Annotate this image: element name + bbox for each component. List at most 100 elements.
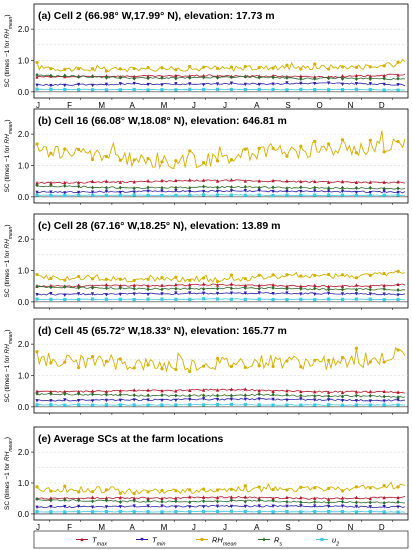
data-point <box>118 277 122 281</box>
data-point <box>382 283 386 288</box>
data-point <box>104 496 109 500</box>
data-point <box>396 403 400 407</box>
data-point <box>327 394 331 399</box>
data-point <box>229 87 234 92</box>
data-point <box>160 393 164 398</box>
data-point <box>382 501 386 506</box>
data-point <box>90 499 95 504</box>
data-point <box>271 75 275 80</box>
data-point <box>118 495 122 500</box>
data-point <box>118 88 122 92</box>
data-point <box>354 389 358 394</box>
panel-c: (c) Cell 28 (67.16° W,18.25° N), elevati… <box>4 213 409 310</box>
data-point <box>146 185 150 190</box>
data-point <box>104 398 109 403</box>
data-point <box>313 499 317 504</box>
data-point <box>174 275 178 279</box>
data-point <box>396 398 400 402</box>
data-point <box>285 398 289 402</box>
data-point <box>188 500 192 505</box>
data-point <box>257 397 261 401</box>
data-point <box>146 179 150 183</box>
data-point <box>77 391 81 396</box>
series-T_max <box>35 282 406 289</box>
y-axis-label: SC (times −1 for RHmean) <box>4 119 14 192</box>
data-point <box>146 498 150 503</box>
data-point <box>63 389 67 394</box>
data-point <box>188 75 192 80</box>
data-point <box>382 389 386 394</box>
series-line <box>37 504 406 509</box>
data-point <box>299 274 303 278</box>
data-point <box>257 82 261 87</box>
data-point <box>229 193 234 197</box>
data-point <box>257 193 261 197</box>
data-point <box>368 87 372 92</box>
series-line <box>36 496 406 500</box>
data-point <box>104 488 109 492</box>
data-point <box>132 278 136 283</box>
data-point <box>63 293 67 298</box>
data-point <box>285 392 289 397</box>
data-point <box>340 292 345 296</box>
data-point <box>118 180 122 184</box>
data-point <box>382 504 386 509</box>
data-point <box>243 499 247 504</box>
data-point <box>313 504 317 508</box>
data-point <box>215 66 220 71</box>
data-point <box>104 179 109 183</box>
data-point <box>104 75 109 80</box>
data-point <box>77 88 81 92</box>
data-point <box>243 365 247 370</box>
data-point <box>90 88 95 92</box>
data-point <box>118 491 122 495</box>
data-point <box>160 185 164 190</box>
y-tick-label: 2.0 <box>18 448 30 457</box>
data-point <box>35 399 39 403</box>
data-point <box>243 297 247 302</box>
data-point <box>160 488 164 492</box>
series-RH_mean <box>35 346 406 373</box>
data-point <box>215 75 220 80</box>
data-point <box>63 497 67 502</box>
data-point <box>202 505 206 509</box>
data-point <box>340 509 345 514</box>
data-point <box>327 193 331 197</box>
data-point <box>285 504 289 509</box>
data-point <box>63 484 67 488</box>
data-point <box>174 193 178 197</box>
data-point <box>188 278 192 282</box>
y-tick-label: 1.0 <box>18 372 30 381</box>
data-point <box>90 354 95 359</box>
data-point <box>299 284 303 288</box>
x-tick-label: S <box>285 101 290 110</box>
data-point <box>49 510 53 514</box>
data-point <box>160 178 164 183</box>
data-point <box>229 273 234 277</box>
x-tick-label: O <box>317 523 323 532</box>
data-point <box>202 509 206 514</box>
data-point <box>118 190 122 195</box>
y-axis-label: SC (times −1 for RHmean) <box>4 224 14 297</box>
data-point <box>285 186 289 191</box>
data-point <box>313 88 317 92</box>
series-RH_mean <box>35 58 406 73</box>
data-point <box>174 510 178 514</box>
data-point <box>354 180 358 184</box>
data-point <box>215 286 220 291</box>
data-point <box>146 504 150 508</box>
data-point <box>354 500 358 505</box>
data-point <box>146 393 150 398</box>
data-point <box>132 297 136 302</box>
data-point <box>35 509 39 514</box>
panel-a: (a) Cell 2 (66.98° W,17.99° N), elevatio… <box>4 3 409 110</box>
data-point <box>174 297 178 301</box>
data-point <box>257 364 261 368</box>
data-point <box>354 185 358 190</box>
data-point <box>202 184 206 189</box>
data-point <box>118 392 122 397</box>
data-point <box>160 275 164 280</box>
data-point <box>63 193 67 198</box>
data-point <box>146 88 150 92</box>
data-point <box>382 64 386 68</box>
